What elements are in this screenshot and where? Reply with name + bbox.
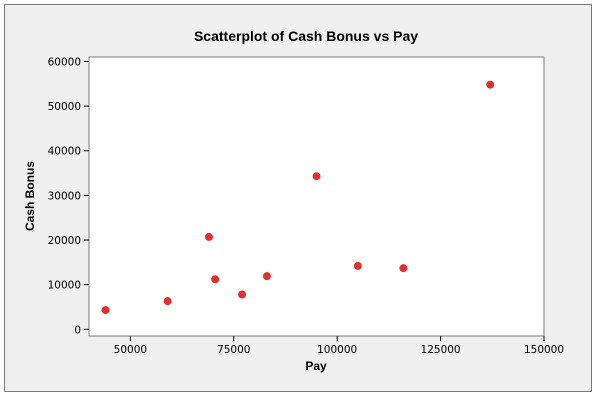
data-point xyxy=(204,232,213,241)
data-point xyxy=(353,261,362,270)
y-axis-label: Cash Bonus xyxy=(23,161,37,231)
x-tick-label: 150000 xyxy=(524,344,564,356)
x-axis: 50000 75000 100000 125000 150000 xyxy=(114,336,564,356)
chart-title: Scatterplot of Cash Bonus vs Pay xyxy=(194,28,418,44)
data-point xyxy=(211,275,220,284)
y-tick-label: 10000 xyxy=(48,280,81,292)
plot-area xyxy=(88,56,545,337)
x-tick-label: 125000 xyxy=(421,344,461,356)
data-points xyxy=(101,80,495,315)
y-tick-label: 60000 xyxy=(48,56,81,68)
data-point xyxy=(486,80,495,89)
y-tick-label: 20000 xyxy=(48,235,81,247)
x-tick-label: 100000 xyxy=(317,344,357,356)
x-axis-label: Pay xyxy=(305,359,327,373)
y-axis: 0 10000 20000 30000 40000 50000 60000 xyxy=(48,56,89,336)
data-point xyxy=(101,306,110,315)
x-tick-label: 50000 xyxy=(114,344,147,356)
data-point xyxy=(312,172,321,181)
data-point xyxy=(262,272,271,281)
y-tick-label: 30000 xyxy=(48,190,81,202)
y-tick-label: 50000 xyxy=(48,101,81,113)
data-point xyxy=(399,264,408,273)
y-tick-label: 0 xyxy=(74,324,81,336)
data-point xyxy=(163,297,172,306)
x-tick-label: 75000 xyxy=(217,344,250,356)
data-point xyxy=(238,290,247,299)
y-tick-label: 40000 xyxy=(48,146,81,158)
